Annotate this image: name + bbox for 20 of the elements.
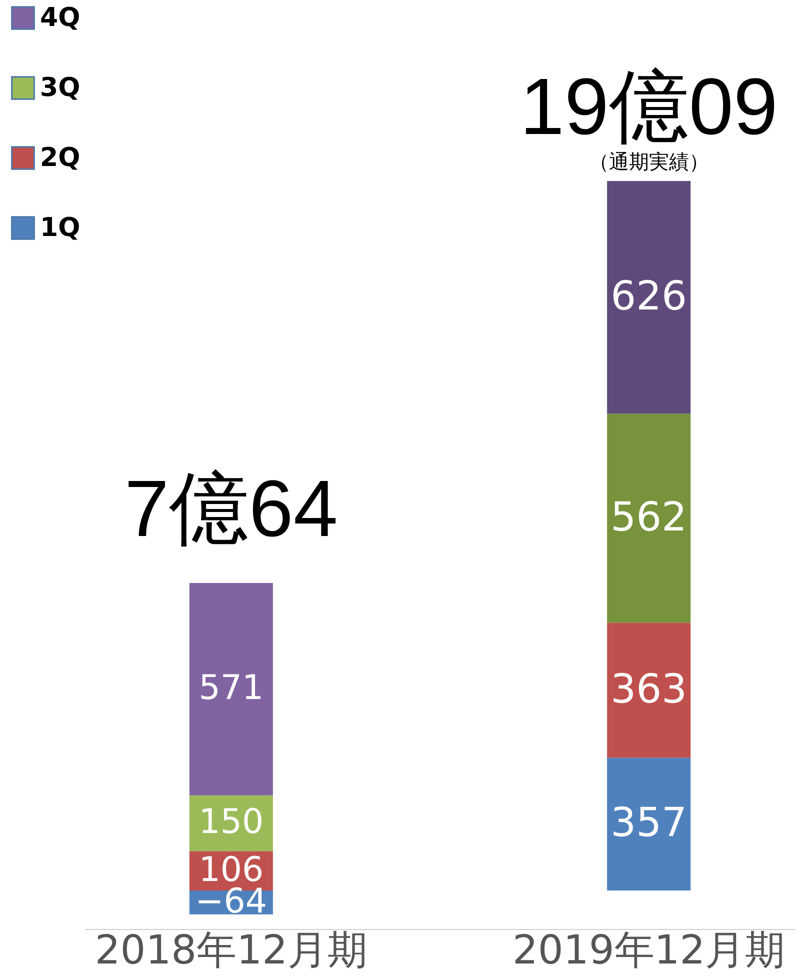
x-tick-label: 2018年12月期	[94, 928, 368, 974]
data-label: 363	[610, 666, 688, 712]
legend-label: 3Q	[40, 73, 80, 103]
data-label: 571	[198, 668, 264, 708]
x-tick-label: 2019年12月期	[512, 928, 786, 974]
bar	[607, 622, 691, 758]
data-label: 150	[198, 802, 264, 842]
data-label: 562	[610, 494, 688, 540]
bar	[607, 758, 691, 891]
legend-label: 4Q	[40, 3, 80, 33]
data-label: 626	[610, 273, 688, 320]
total-label: 7億64	[124, 464, 338, 553]
bar	[607, 181, 691, 414]
annotation: （通期実績）	[588, 150, 709, 174]
legend-label: 2Q	[40, 143, 80, 173]
data-label: 357	[610, 800, 688, 846]
bar	[189, 582, 273, 796]
legend-label: 1Q	[40, 213, 80, 243]
bar	[607, 414, 691, 623]
total-label: 19億09	[520, 62, 778, 151]
